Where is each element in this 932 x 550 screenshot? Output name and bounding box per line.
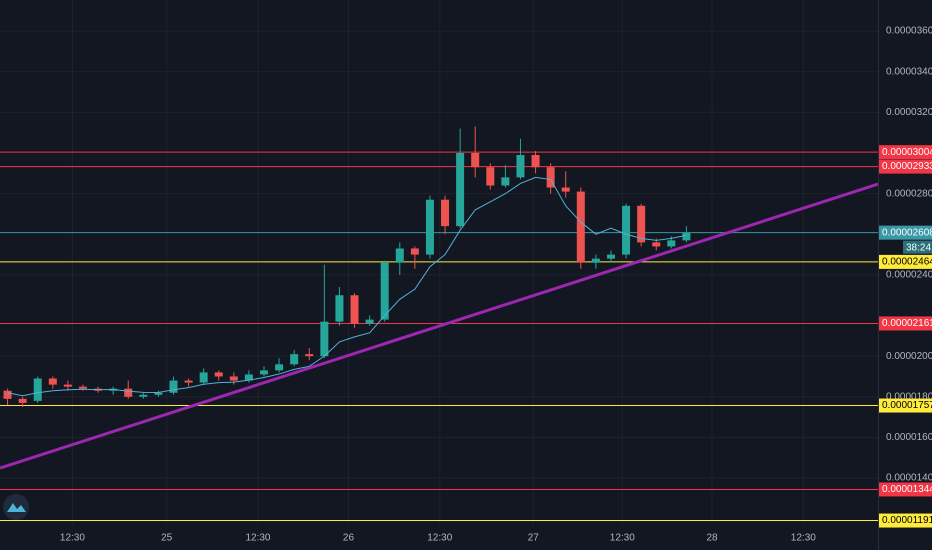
- level-label-box: [879, 398, 932, 413]
- level-label: 0.00003004: [882, 147, 932, 158]
- level-label: 0.00001757: [882, 400, 932, 411]
- candle-body: [546, 167, 555, 188]
- x-tick-label: 26: [343, 533, 355, 544]
- candle-body: [606, 254, 615, 259]
- x-tick-label: 27: [528, 533, 540, 544]
- grid: [0, 0, 878, 525]
- candle-body: [365, 319, 374, 324]
- candle-body: [682, 232, 691, 241]
- candle-body: [18, 398, 27, 403]
- level-label: 0.00002933: [882, 161, 932, 172]
- x-tick-label: 28: [706, 533, 718, 544]
- candle-body: [410, 248, 419, 255]
- logo-circle: [3, 494, 29, 520]
- candle-body: [531, 155, 540, 168]
- moving-average: [7, 176, 687, 397]
- x-tick-label: 12:30: [245, 533, 270, 544]
- x-tick-label: 12:30: [427, 533, 452, 544]
- y-tick-label: 0.00001400: [886, 473, 932, 484]
- candle-body: [244, 374, 253, 381]
- candle-body: [48, 378, 57, 385]
- candle-body: [33, 378, 42, 401]
- countdown-box: [903, 240, 932, 254]
- candle-body: [350, 295, 359, 324]
- trend-line: [0, 182, 879, 470]
- level-label-box: [879, 254, 932, 269]
- logo[interactable]: [3, 494, 29, 520]
- candle-body: [124, 388, 133, 397]
- candle-body: [652, 242, 661, 247]
- candle-body: [305, 354, 314, 357]
- candle-body: [486, 167, 495, 186]
- plot: [0, 126, 879, 522]
- level-label-box: [879, 159, 932, 174]
- candle-body: [78, 386, 87, 389]
- candle-body: [275, 364, 284, 371]
- candle-body: [290, 354, 299, 365]
- level-label-box: [879, 513, 932, 528]
- candle-body: [591, 258, 600, 263]
- candle-body: [154, 392, 163, 395]
- level-label-box: [879, 316, 932, 331]
- candle-body: [260, 370, 269, 375]
- candle-body: [441, 199, 450, 227]
- candle-body: [576, 191, 585, 263]
- candle-body: [395, 248, 404, 263]
- level-label-box: [879, 482, 932, 497]
- candle-body: [335, 295, 344, 322]
- candle-body: [471, 152, 480, 168]
- candle-body: [320, 321, 329, 357]
- level-label: 0.00002464: [882, 257, 932, 268]
- logo-icon: [7, 503, 26, 512]
- x-tick-label: 12:30: [791, 533, 816, 544]
- level-label: 0.00001191: [882, 515, 932, 526]
- candle-body: [229, 376, 238, 381]
- candle-body: [667, 240, 676, 247]
- candle-body: [456, 152, 465, 227]
- level-label: 0.00002608: [882, 227, 932, 238]
- candle-body: [561, 187, 570, 192]
- candle-body: [139, 394, 148, 397]
- candle-body: [214, 372, 223, 377]
- candle-body: [169, 380, 178, 393]
- candle-body: [501, 177, 510, 186]
- candle-body: [622, 205, 631, 255]
- level-label-box: [879, 145, 932, 160]
- candle-body: [199, 372, 208, 383]
- x-tick-label: 25: [161, 533, 173, 544]
- candle-body: [516, 155, 525, 178]
- candle-body: [637, 205, 646, 243]
- level-label: 0.00001344: [882, 484, 932, 495]
- candle-body: [184, 380, 193, 383]
- candle-body: [425, 199, 434, 255]
- x-tick-label: 12:30: [60, 533, 85, 544]
- level-label-box: [879, 225, 932, 240]
- candle-body: [63, 384, 72, 387]
- countdown: 38:24: [906, 242, 931, 253]
- x-tick-label: 12:30: [610, 533, 635, 544]
- candle-body: [3, 390, 12, 399]
- level-label: 0.00002161: [882, 318, 932, 329]
- candle-body: [380, 262, 389, 320]
